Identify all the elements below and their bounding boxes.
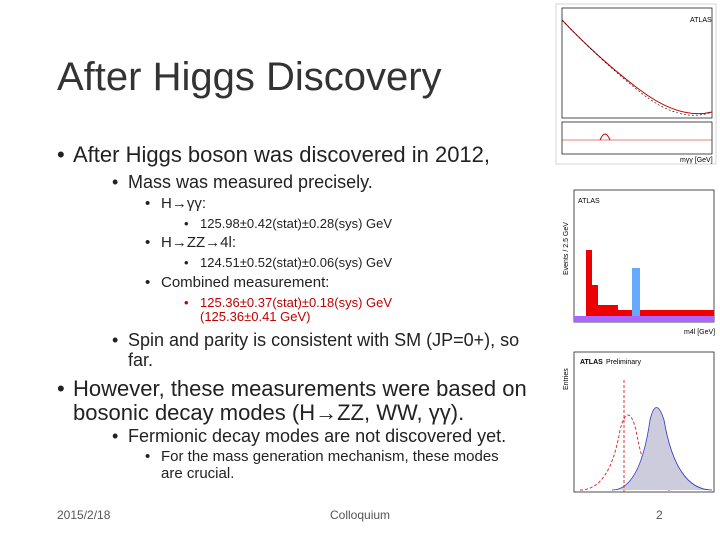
- x-axis-label: mγγ [GeV]: [680, 157, 713, 164]
- experiment-label: ATLAS: [580, 359, 603, 366]
- bullet: Mass was measured precisely.: [112, 172, 543, 193]
- bullet-text: Mass was measured precisely.: [128, 172, 373, 192]
- bullet: However, these measurements were based o…: [57, 376, 543, 426]
- bullet: 125.98±0.42(stat)±0.28(sys) GeV: [184, 216, 540, 231]
- bullet-text: 125.98±0.42(stat)±0.28(sys) GeV: [200, 216, 393, 231]
- page-number: 2: [656, 508, 663, 522]
- bullet-text: Spin and parity is consistent with SM (J…: [128, 330, 520, 370]
- bullet-text: H→ZZ→4l:: [161, 234, 236, 251]
- bullet: H→ZZ→4l:: [145, 234, 521, 252]
- experiment-label: ATLAS: [578, 198, 600, 205]
- bullet: 125.36±0.37(stat)±0.18(sys) GeV(125.36±0…: [184, 295, 540, 325]
- bullet: After Higgs boson was discovered in 2012…: [57, 142, 543, 167]
- y-axis-label: Events / 2.5 GeV: [563, 222, 570, 275]
- bullet: 124.51±0.52(stat)±0.06(sys) GeV: [184, 255, 540, 270]
- footer-date: 2015/2/18: [57, 508, 111, 522]
- bullet-text: However, these measurements were based o…: [73, 376, 527, 426]
- bullet-text: H→γγ:: [161, 195, 206, 212]
- bullet: Spin and parity is consistent with SM (J…: [112, 330, 543, 371]
- tag-label: Preliminary: [606, 359, 642, 366]
- figure-spin: ATLAS Preliminary Entries: [563, 351, 715, 493]
- bullet-text: After Higgs boson was discovered in 2012…: [73, 142, 491, 167]
- bullet: Combined measurement:: [145, 274, 521, 292]
- experiment-label: ATLAS: [690, 17, 712, 24]
- figure-4l: ATLAS Events / 2.5 GeV m4l [GeV]: [563, 189, 715, 336]
- slide-title: After Higgs Discovery: [57, 55, 442, 99]
- bullet-text: For the mass generation mechanism, these…: [161, 448, 499, 482]
- bullet-text: 125.36±0.37(stat)±0.18(sys) GeV: [200, 295, 393, 310]
- bullet: For the mass generation mechanism, these…: [145, 448, 521, 482]
- bullet-text: Fermionic decay modes are not discovered…: [128, 426, 507, 446]
- footer-center: Colloquium: [330, 508, 391, 522]
- bullet-text: Combined measurement:: [161, 274, 330, 291]
- y-axis-label: Entries: [563, 368, 570, 390]
- bullet: Fermionic decay modes are not discovered…: [112, 426, 543, 447]
- bullet-text: 124.51±0.52(stat)±0.06(sys) GeV: [200, 255, 393, 270]
- x-axis-label: m4l [GeV]: [684, 329, 715, 336]
- figure-diphoton: ATLAS mγγ [GeV]: [555, 3, 717, 165]
- bullet-subtext: (125.36±0.41 GeV): [200, 309, 311, 325]
- bullet: H→γγ:: [145, 195, 521, 213]
